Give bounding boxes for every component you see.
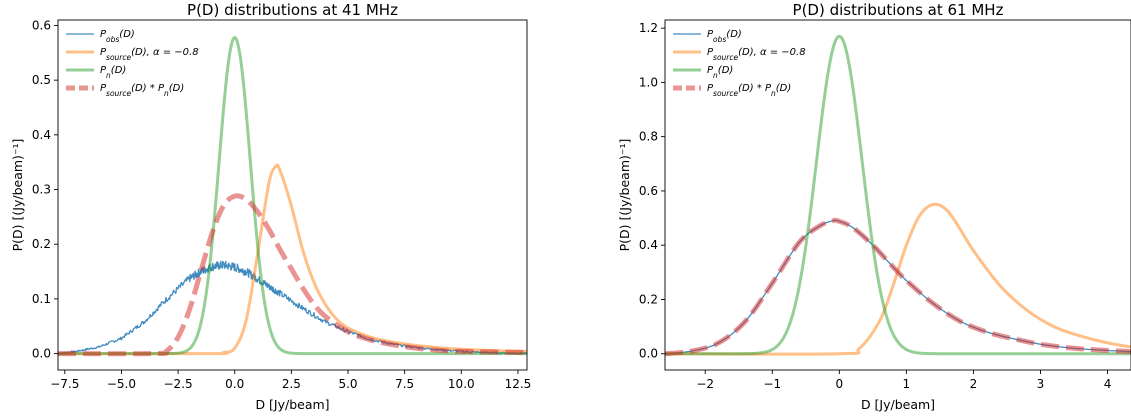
- x-axis-label: D [Jy/beam]: [255, 397, 329, 412]
- x-tick-label: −7.5: [50, 377, 79, 391]
- legend-label-3: Pn(D): [707, 65, 733, 80]
- legend: Pobs(D) Psource(D), α = −0.8 Pn(D) Psource(…: [66, 29, 199, 98]
- y-tick-label: 0.0: [32, 347, 51, 361]
- x-tick-label: 0.0: [225, 377, 244, 391]
- y-tick-label: 0.4: [639, 238, 658, 252]
- series-line-2: [665, 202, 1131, 356]
- y-axis-label: P(D) [(Jy/beam)⁻¹]: [617, 139, 632, 252]
- x-tick-label: 4: [1104, 377, 1112, 391]
- y-tick-label: 0.8: [639, 130, 658, 144]
- y-tick-label: 1.2: [639, 21, 658, 35]
- y-tick-label: 0.2: [32, 237, 51, 251]
- x-axis-label: D [Jy/beam]: [861, 397, 935, 412]
- y-tick-label: 0.2: [639, 292, 658, 306]
- series-line-4: [665, 217, 1131, 357]
- legend-label-4: Psource(D) * Pn(D): [707, 83, 791, 98]
- x-tick-label: 2: [970, 377, 978, 391]
- y-axis-label: P(D) [(Jy/beam)⁻¹]: [10, 139, 25, 252]
- y-tick-label: 0.1: [32, 292, 51, 306]
- axes-frame: [664, 19, 1131, 371]
- series-line-3: [665, 34, 1131, 356]
- y-tick-label: 0.0: [639, 347, 658, 361]
- series-line-3: [58, 36, 527, 356]
- x-tick-label: 12.5: [505, 377, 532, 391]
- x-tick-label: 1: [903, 377, 911, 391]
- chart-panel-2: −2 −1 0 1 2 3 4 0.0 0.2 0.4 0.6 0.8 1.0 1.2 P(D) distr…: [617, 1, 1131, 412]
- legend-label-3: Pn(D): [100, 65, 126, 80]
- x-tick-label: −2.5: [164, 377, 193, 391]
- series-group: [58, 36, 527, 357]
- x-tick-label: 3: [1037, 377, 1045, 391]
- series-line-4: [58, 193, 527, 357]
- axes-frame: [57, 19, 528, 371]
- y-tick-label: 0.3: [32, 183, 51, 197]
- x-tick-label: 10.0: [448, 377, 475, 391]
- x-tick-label: 2.5: [282, 377, 301, 391]
- chart-panel-1: −7.5 −5.0 −2.5 0.0 2.5 5.0 7.5 10.0 12.5 0.0 0.1 0.…: [10, 1, 531, 412]
- x-tick-label: 5.0: [338, 377, 357, 391]
- legend-label-2: Psource(D), α = −0.8: [100, 47, 199, 62]
- series-line-2: [58, 163, 527, 356]
- legend: Pobs(D) Psource(D), α = −0.8 Pn(D) Psource(…: [673, 29, 806, 98]
- x-tick-label: 7.5: [395, 377, 414, 391]
- series-group: [665, 34, 1131, 357]
- y-tick-label: 0.6: [639, 184, 658, 198]
- y-tick-label: 0.6: [32, 18, 51, 32]
- series-line-1: [665, 219, 1131, 355]
- x-tick-label: −5.0: [107, 377, 136, 391]
- legend-label-1: Pobs(D): [707, 29, 742, 44]
- x-tick-label: −2: [696, 377, 714, 391]
- x-tick-label: 0: [836, 377, 844, 391]
- y-tick-label: 1.0: [639, 75, 658, 89]
- legend-label-2: Psource(D), α = −0.8: [707, 47, 806, 62]
- chart-title: P(D) distributions at 41 MHz: [187, 1, 398, 19]
- y-tick-label: 0.4: [32, 128, 51, 142]
- legend-label-4: Psource(D) * Pn(D): [100, 83, 184, 98]
- legend-label-1: Pobs(D): [100, 29, 135, 44]
- x-tick-label: −1: [763, 377, 781, 391]
- y-tick-label: 0.5: [32, 73, 51, 87]
- chart-title: P(D) distributions at 61 MHz: [793, 1, 1004, 19]
